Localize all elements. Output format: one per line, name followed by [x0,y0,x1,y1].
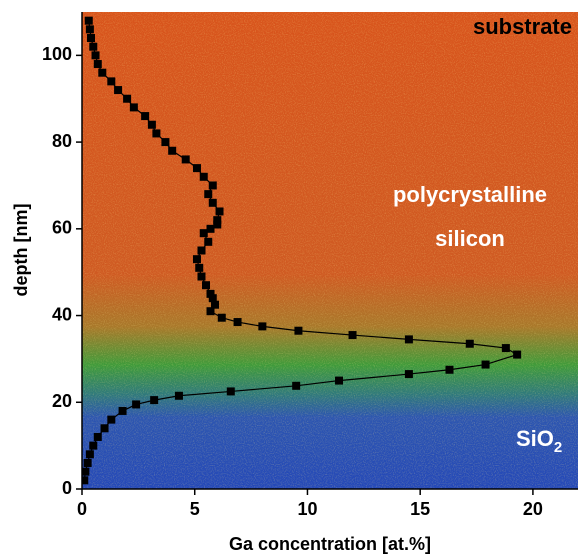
data-point [445,365,454,374]
annotation: polycrystalline [393,182,547,207]
data-point [208,181,217,190]
y-tick-label: 100 [42,44,72,64]
data-point [174,391,183,400]
data-point [181,155,190,164]
data-point [294,326,303,335]
annotation-text: SiO [516,426,554,451]
data-point [85,450,94,459]
x-tick-label: 20 [523,499,543,519]
data-point [208,198,217,207]
axes [76,12,578,495]
data-point [85,25,94,34]
data-point [192,255,201,264]
y-tick-label: 0 [62,478,72,498]
data-point [204,190,213,199]
data-point [82,467,90,476]
data-point [192,164,201,173]
data-point [213,216,222,225]
data-point [215,207,224,216]
data-point [465,339,474,348]
data-point [93,60,102,69]
data-point [93,432,102,441]
data-point [114,86,123,95]
data-point [481,360,490,369]
data-point [199,229,208,238]
data-point [107,415,116,424]
annotation: silicon [435,226,505,251]
y-tick-label: 60 [52,218,72,238]
x-tick-label: 10 [297,499,317,519]
data-point [226,387,235,396]
data-point [83,458,92,467]
data-point [168,146,177,155]
data-point [208,294,217,303]
data-point [82,476,89,485]
data-point [89,441,98,450]
data-point [292,381,301,390]
annotation: substrate [473,14,572,39]
data-point [197,246,206,255]
data-point [206,289,215,298]
annotation: SiO2 [516,426,562,456]
data-point [217,313,226,322]
annotation-subscript: 2 [554,439,562,456]
data-point [199,172,208,181]
data-point [213,220,222,229]
data-point [129,103,138,112]
background-noise [82,12,578,489]
data-point [404,370,413,379]
data-point [348,331,357,340]
data-point [197,272,206,281]
data-point [147,120,156,129]
data-point [513,350,522,359]
data-point [84,16,93,25]
data-point [204,237,213,246]
y-tick-label: 20 [52,391,72,411]
data-point [152,129,161,138]
data-point [258,322,267,331]
background-image [82,12,578,489]
profile-line [83,20,519,481]
data-point [404,335,413,344]
data-point [141,112,150,121]
data-point [91,51,100,60]
data-point [123,94,132,103]
y-axis-label: depth [nm] [11,204,31,297]
data-point [98,68,107,77]
data-point [195,263,204,272]
y-tick-label: 80 [52,131,72,151]
data-point [211,300,220,309]
data-point [150,396,159,405]
data-point [335,376,344,385]
data-point [118,406,127,415]
data-point [100,424,109,433]
x-tick-label: 5 [190,499,200,519]
data-point [87,34,96,43]
data-point [89,42,98,51]
y-tick-label: 40 [52,304,72,324]
plot-area [82,16,522,485]
data-point [161,138,170,147]
data-point [132,400,141,409]
data-point [202,281,210,290]
data-point [206,307,215,316]
data-point [107,77,116,86]
x-tick-label: 0 [77,499,87,519]
x-axis-label: Ga concentration [at.%] [229,534,431,554]
data-point [501,344,510,353]
data-point [233,318,242,327]
x-tick-label: 15 [410,499,430,519]
data-point [206,224,215,233]
